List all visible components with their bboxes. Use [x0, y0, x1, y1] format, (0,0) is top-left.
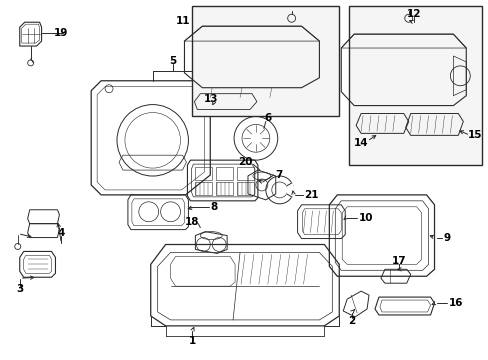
Bar: [216, 182, 233, 195]
Text: 16: 16: [447, 298, 462, 308]
Wedge shape: [286, 183, 293, 197]
Text: 14: 14: [353, 138, 368, 148]
Bar: [348, 6, 481, 165]
Bar: [216, 167, 233, 180]
Text: 8: 8: [210, 202, 217, 212]
Bar: [195, 182, 212, 195]
Text: 15: 15: [468, 130, 482, 140]
Text: 12: 12: [406, 9, 420, 19]
Bar: [195, 167, 212, 180]
Text: 11: 11: [176, 16, 190, 26]
Text: 9: 9: [443, 233, 449, 243]
Text: 7: 7: [274, 170, 282, 180]
Text: 4: 4: [58, 228, 65, 238]
Text: 2: 2: [348, 316, 355, 326]
Text: 17: 17: [391, 256, 405, 266]
Text: 19: 19: [53, 28, 68, 38]
Bar: [192, 6, 339, 116]
Text: 20: 20: [237, 157, 252, 167]
Text: 1: 1: [188, 336, 196, 346]
Text: 18: 18: [185, 217, 199, 227]
Text: 21: 21: [304, 190, 318, 200]
Text: 5: 5: [168, 56, 176, 66]
Bar: [237, 167, 253, 180]
Bar: [237, 182, 253, 195]
Text: 13: 13: [204, 94, 218, 104]
Text: 10: 10: [358, 213, 373, 223]
Text: 3: 3: [16, 284, 23, 294]
Text: 6: 6: [264, 113, 271, 123]
